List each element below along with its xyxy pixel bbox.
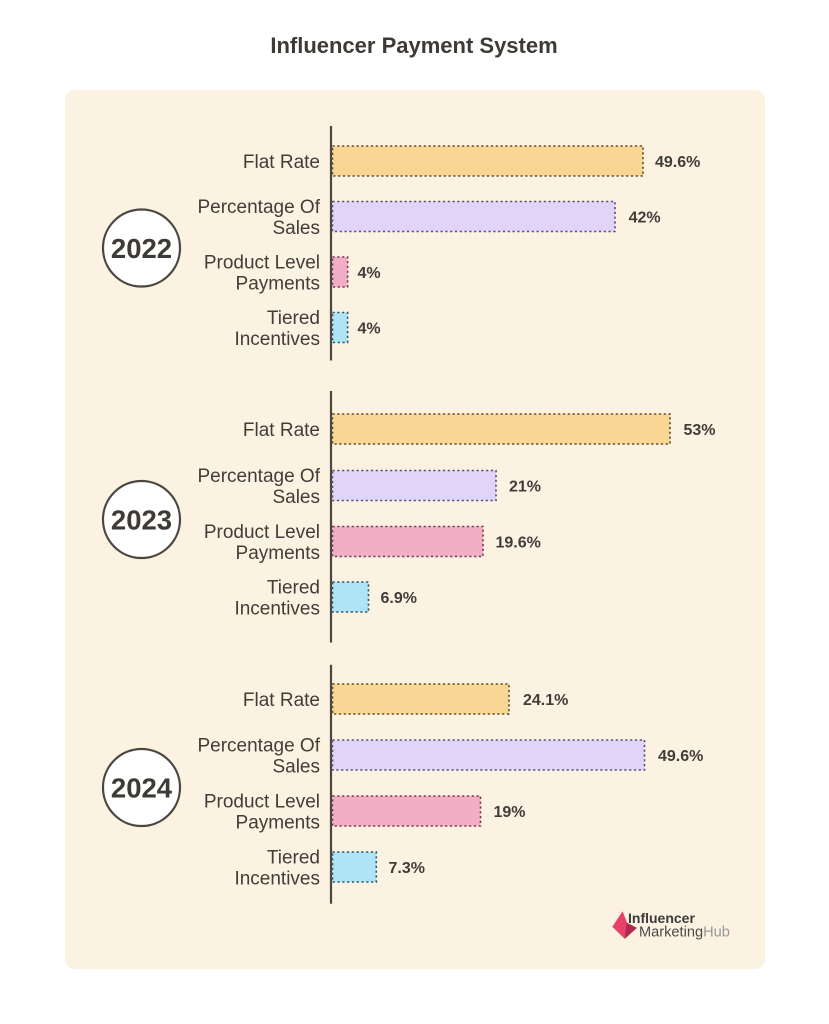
svg-text:Percentage Of: Percentage Of (197, 197, 320, 218)
svg-text:42%: 42% (629, 209, 661, 226)
svg-text:19%: 19% (494, 804, 526, 821)
svg-text:Tiered: Tiered (267, 847, 320, 868)
svg-text:Sales: Sales (272, 757, 320, 778)
svg-text:Influencer: Influencer (628, 910, 695, 926)
svg-text:MarketingHub: MarketingHub (639, 925, 730, 941)
svg-text:24.1%: 24.1% (523, 692, 568, 709)
svg-text:49.6%: 49.6% (658, 748, 703, 765)
svg-text:Incentives: Incentives (234, 599, 320, 620)
svg-text:Payments: Payments (236, 813, 320, 834)
svg-text:19.6%: 19.6% (496, 534, 541, 551)
svg-text:Flat Rate: Flat Rate (243, 690, 320, 711)
svg-text:49.6%: 49.6% (655, 154, 700, 171)
svg-text:4%: 4% (358, 265, 381, 282)
svg-text:6.9%: 6.9% (381, 590, 417, 607)
svg-text:Tiered: Tiered (267, 577, 320, 598)
svg-text:Flat Rate: Flat Rate (243, 420, 320, 441)
svg-text:53%: 53% (684, 422, 716, 439)
svg-text:Incentives: Incentives (234, 329, 320, 350)
svg-text:Percentage Of: Percentage Of (197, 735, 320, 756)
svg-text:2022: 2022 (111, 233, 172, 264)
svg-text:Product Level: Product Level (204, 252, 320, 273)
svg-text:Payments: Payments (236, 543, 320, 564)
svg-text:2023: 2023 (111, 504, 172, 535)
svg-text:Sales: Sales (272, 218, 320, 239)
svg-text:2024: 2024 (111, 772, 173, 803)
svg-text:Sales: Sales (272, 487, 320, 508)
svg-text:7.3%: 7.3% (389, 860, 425, 877)
svg-text:Product Level: Product Level (204, 522, 320, 543)
svg-text:Percentage Of: Percentage Of (197, 466, 320, 487)
svg-text:Flat Rate: Flat Rate (243, 152, 320, 173)
svg-text:Tiered: Tiered (267, 308, 320, 329)
svg-text:Incentives: Incentives (234, 869, 320, 890)
svg-text:Payments: Payments (236, 274, 320, 295)
svg-text:4%: 4% (358, 320, 381, 337)
svg-text:21%: 21% (509, 478, 541, 495)
svg-text:Influencer Payment System: Influencer Payment System (270, 33, 557, 58)
svg-text:Product Level: Product Level (204, 791, 320, 812)
